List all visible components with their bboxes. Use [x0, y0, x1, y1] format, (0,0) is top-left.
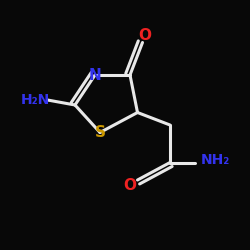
Text: N: N: [88, 68, 102, 82]
Text: S: S: [94, 125, 106, 140]
Text: NH₂: NH₂: [200, 153, 230, 167]
Text: O: O: [138, 28, 151, 42]
Text: O: O: [124, 178, 136, 192]
Text: H₂N: H₂N: [20, 93, 50, 107]
